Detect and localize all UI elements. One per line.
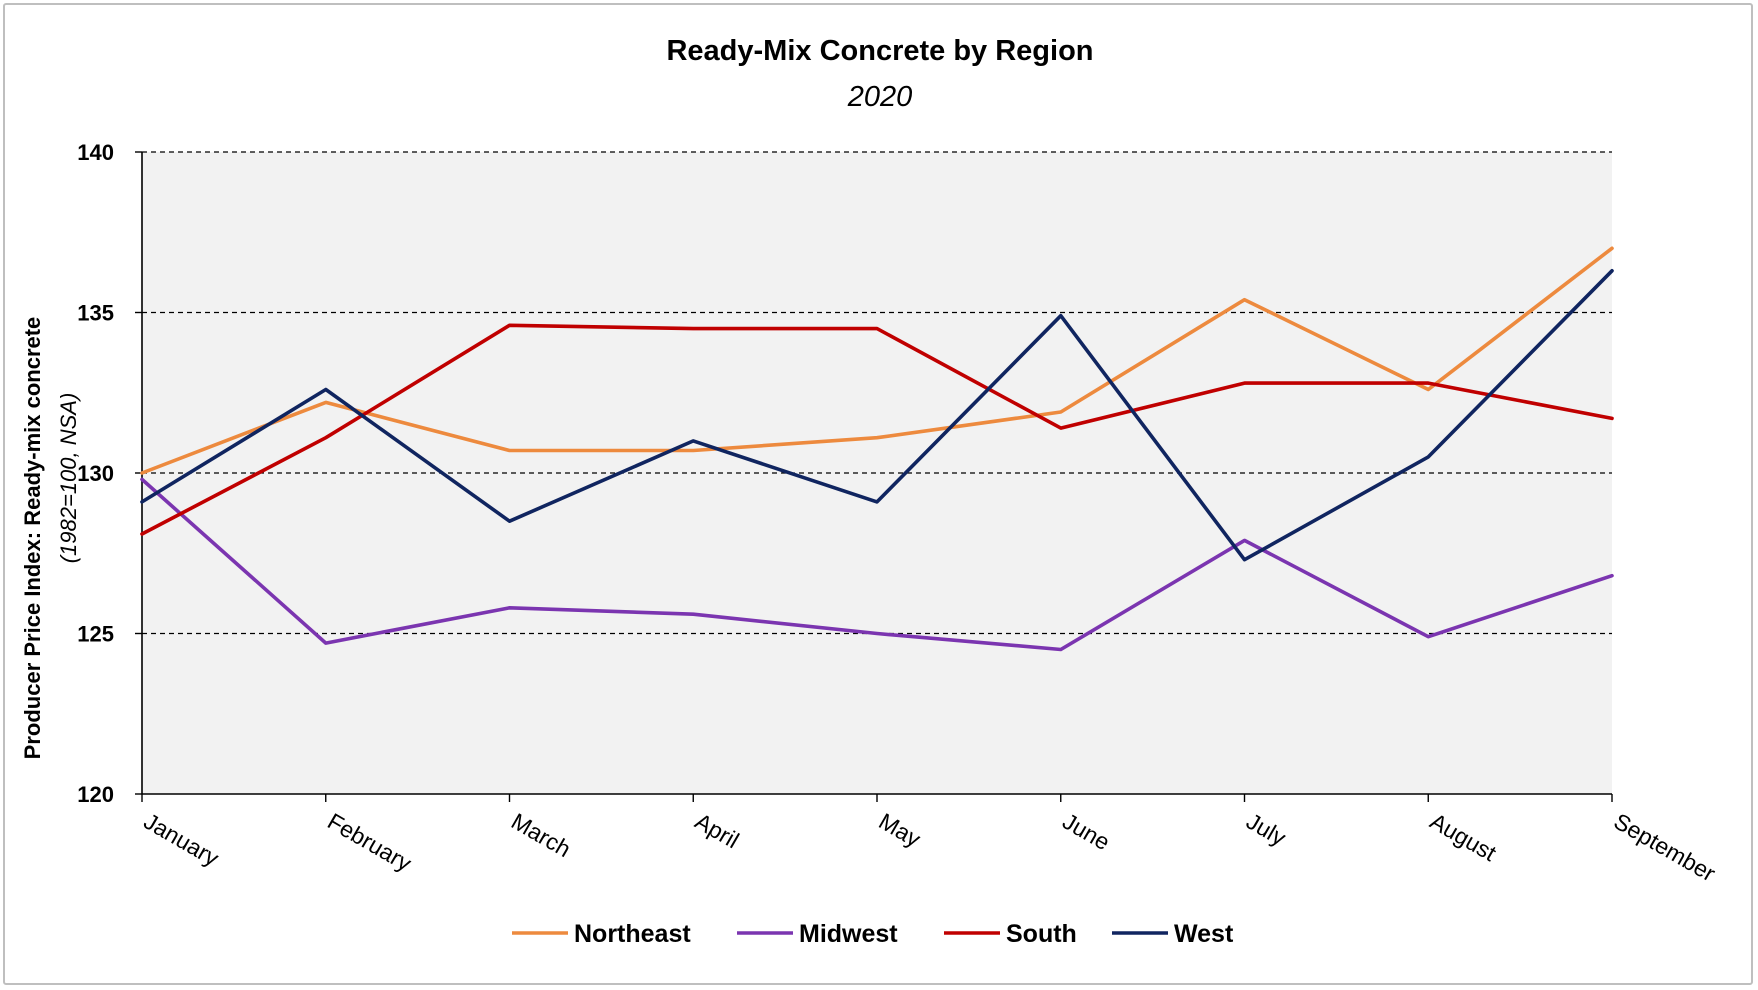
x-tick-label-july: July [1242, 808, 1291, 851]
chart-title: Ready-Mix Concrete by Region [666, 35, 1093, 67]
y-tick-label-125: 125 [77, 622, 114, 647]
x-tick-label-june: June [1058, 808, 1114, 855]
y-axis-subtitle-group: (1982=100, NSA) [56, 393, 81, 564]
x-tick-label-february: February [323, 808, 416, 877]
series-lines [140, 246, 1614, 652]
x-tick-label-january: January [140, 808, 224, 872]
legend-label-midwest: Midwest [799, 920, 898, 948]
legend-label-south: South [1006, 920, 1077, 948]
y-tick-label-135: 135 [77, 301, 114, 326]
y-tick-label-120: 120 [77, 782, 114, 807]
x-tick-label-august: August [1426, 808, 1502, 867]
series-line-midwest [140, 477, 1614, 652]
legend-label-west: West [1174, 920, 1234, 948]
x-tick-label-march: March [507, 808, 575, 862]
y-axis-title-group: Producer Price Index: Ready-mix concrete [20, 317, 45, 760]
x-tick-label-april: April [691, 808, 744, 854]
y-axis-ticks: 120 125 130 135 140 [77, 140, 114, 807]
x-tick-label-may: May [875, 808, 926, 852]
gridlines [142, 151, 1612, 635]
y-axis-sublabel: (1982=100, NSA) [56, 393, 81, 564]
y-tick-label-140: 140 [77, 140, 114, 165]
series-line-west [140, 268, 1614, 562]
chart-subtitle: 2020 [847, 81, 913, 113]
x-axis-ticks: January February March April May June July Augu… [140, 808, 1721, 887]
legend: Northeast Midwest South West [512, 920, 1234, 948]
y-axis-label: Producer Price Index: Ready-mix concrete [20, 317, 45, 760]
legend-label-northeast: Northeast [574, 920, 691, 948]
series-line-northeast [140, 246, 1614, 475]
y-tick-label-130: 130 [77, 461, 114, 486]
x-tick-label-september: September [1610, 808, 1721, 887]
series-line-south [140, 323, 1614, 536]
